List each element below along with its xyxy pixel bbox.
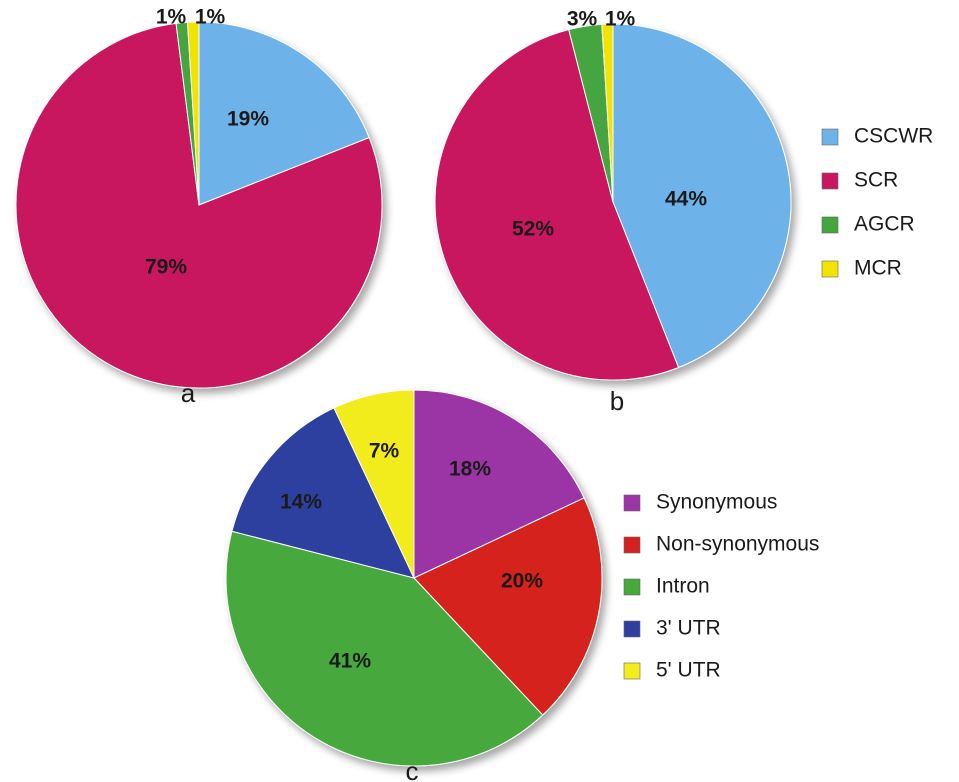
legend-item-3-utr: 3' UTR <box>623 617 721 640</box>
slice-label-5-utr: 7% <box>369 440 400 463</box>
slice-label-mcr: 1% <box>605 8 636 31</box>
slice-label-synonymous: 18% <box>449 458 491 481</box>
pie-b-slices <box>434 23 792 381</box>
slice-label-intron: 41% <box>329 650 371 673</box>
legend-swatch-cscwr <box>821 128 839 146</box>
legend-item-agcr: AGCR <box>821 213 915 236</box>
legend-swatch-3-utr <box>623 620 641 638</box>
legend-swatch-non-synonymous <box>623 536 641 554</box>
legend-swatch-scr <box>821 172 839 190</box>
legend-c: Synonymous Non-synonymous Intron 3' UTR 5' U… <box>623 491 819 682</box>
legend-item-intron: Intron <box>623 575 710 598</box>
legend-label-intron: Intron <box>656 575 710 598</box>
slice-cscwr <box>612 23 792 369</box>
legend-item-mcr: MCR <box>821 257 902 280</box>
pie-chart-a: 19% 79% 1% 1% a <box>15 6 383 408</box>
pie-chart-c: 18% 20% 41% 14% 7% c <box>225 389 603 782</box>
pie-b-slice-labels: 44% 52% 3% 1% <box>512 8 707 241</box>
legend-swatch-5-utr <box>623 662 641 680</box>
slice-intron <box>225 530 544 767</box>
legend-label-non-synonymous: Non-synonymous <box>656 533 819 556</box>
slice-scr <box>15 22 383 389</box>
legend-swatch-synonymous <box>623 494 641 512</box>
slice-label-scr: 52% <box>512 218 554 241</box>
legend-swatch-mcr <box>821 260 839 278</box>
slice-3-utr <box>231 407 415 579</box>
pie-chart-b: 44% 52% 3% 1% b <box>434 8 792 416</box>
slice-label-mcr: 1% <box>195 6 226 29</box>
slice-label-cscwr: 19% <box>227 108 269 131</box>
legend-item-scr: SCR <box>821 169 898 192</box>
legend-label-cscwr: CSCWR <box>854 125 933 148</box>
slice-scr <box>434 28 680 381</box>
slice-cscwr <box>198 21 370 206</box>
panel-label-c: c <box>406 756 419 782</box>
pie-a-slices <box>15 21 383 389</box>
slice-label-3-utr: 14% <box>280 491 322 514</box>
slice-non-synonymous <box>413 497 603 716</box>
legend-swatch-intron <box>623 578 641 596</box>
legend-label-agcr: AGCR <box>854 213 915 236</box>
panel-label-a: a <box>181 378 196 408</box>
legend-swatch-agcr <box>821 216 839 234</box>
pie-a-slice-labels: 19% 79% 1% 1% <box>145 6 269 279</box>
panel-label-b: b <box>610 386 624 416</box>
pie-c-slice-labels: 18% 20% 41% 14% 7% <box>280 440 543 673</box>
pie-c-slices <box>225 389 603 767</box>
slice-label-agcr: 1% <box>156 6 187 29</box>
slice-synonymous <box>413 389 585 579</box>
legend-label-synonymous: Synonymous <box>656 491 777 514</box>
legend-label-mcr: MCR <box>854 257 902 280</box>
slice-label-cscwr: 44% <box>665 188 707 211</box>
legend-item-non-synonymous: Non-synonymous <box>623 533 819 556</box>
legend-item-5-utr: 5' UTR <box>623 659 721 682</box>
slice-label-scr: 79% <box>145 256 187 279</box>
legend-item-cscwr: CSCWR <box>821 125 933 148</box>
legend-label-3-utr: 3' UTR <box>656 617 721 640</box>
legend-ab: CSCWR SCR AGCR MCR <box>821 125 933 280</box>
slice-mcr <box>601 23 614 203</box>
legend-item-synonymous: Synonymous <box>623 491 777 514</box>
legend-label-5-utr: 5' UTR <box>656 659 721 682</box>
slice-label-non-synonymous: 20% <box>501 570 543 593</box>
slice-label-agcr: 3% <box>567 8 598 31</box>
slice-mcr <box>186 21 200 206</box>
legend-label-scr: SCR <box>854 169 898 192</box>
slice-5-utr <box>333 389 415 579</box>
